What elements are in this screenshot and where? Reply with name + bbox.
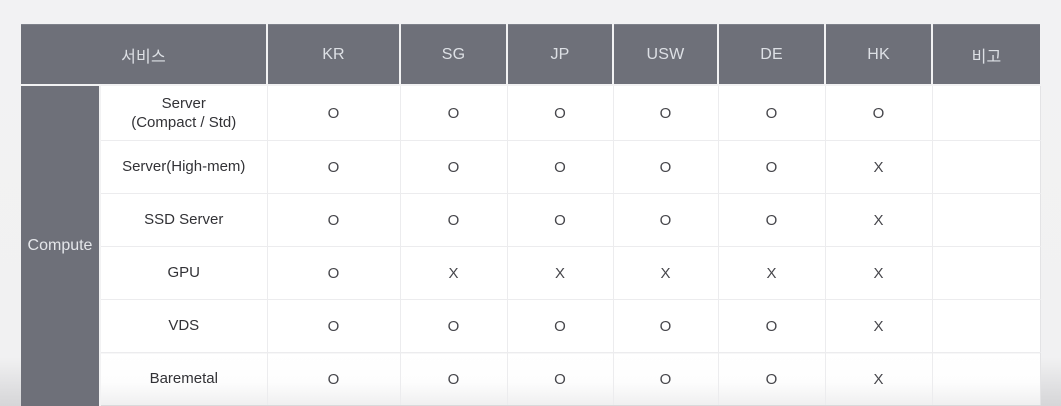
table-row: SSD Server O O O O O X	[21, 193, 1041, 247]
availability-cell-de: O	[718, 85, 826, 141]
availability-cell-sg: O	[400, 85, 508, 141]
service-name-cell: SSD Server	[100, 193, 268, 247]
table-row: Compute Server (Compact / Std) O O O O O…	[21, 85, 1041, 406]
service-name-cell: GPU	[100, 246, 268, 300]
column-header-de: DE	[718, 24, 827, 86]
availability-cell-usw: O	[613, 352, 719, 406]
header-row: 서비스 KR SG JP USW DE HK 비고	[21, 24, 1041, 86]
service-name-cell: Server(High-mem)	[100, 140, 268, 194]
availability-cell-usw: X	[613, 246, 719, 300]
column-header-service: 서비스	[21, 24, 269, 86]
availability-cell-jp: O	[507, 140, 614, 194]
availability-cell-usw: O	[613, 85, 719, 141]
availability-cell-usw: O	[613, 193, 719, 247]
availability-cell-hk: X	[825, 246, 933, 300]
service-name-cell: Baremetal	[100, 352, 268, 406]
availability-cell-jp: O	[507, 352, 614, 406]
table-row: VDS O O O O O X	[21, 299, 1041, 353]
availability-cell-jp: X	[507, 246, 614, 300]
availability-cell-jp: O	[507, 299, 614, 353]
availability-cell-sg: X	[400, 246, 508, 300]
availability-cell-kr: O	[267, 140, 401, 194]
column-header-kr: KR	[267, 24, 402, 86]
service-availability-table: 서비스 KR SG JP USW DE HK 비고 Compute Server…	[21, 24, 1041, 406]
availability-cell-sg: O	[400, 352, 508, 406]
availability-cell-kr: O	[267, 299, 401, 353]
service-name-cell: VDS	[100, 299, 268, 353]
availability-cell-de: X	[718, 246, 826, 300]
remark-cell	[932, 193, 1041, 247]
availability-cell-sg: O	[400, 140, 508, 194]
availability-cell-kr: O	[267, 85, 401, 141]
column-header-sg: SG	[400, 24, 509, 86]
availability-cell-sg: O	[400, 299, 508, 353]
service-name-cell: Server (Compact / Std)	[100, 85, 268, 141]
availability-cell-de: O	[718, 193, 826, 247]
availability-cell-hk: O	[825, 85, 933, 141]
availability-cell-kr: O	[267, 193, 401, 247]
availability-cell-hk: X	[825, 299, 933, 353]
availability-cell-jp: O	[507, 193, 614, 247]
availability-cell-hk: X	[825, 140, 933, 194]
availability-cell-usw: O	[613, 299, 719, 353]
table-row: GPU O X X X X X	[21, 246, 1041, 300]
column-header-usw: USW	[613, 24, 720, 86]
table-row: Server(High-mem) O O O O O X	[21, 140, 1041, 194]
availability-cell-de: O	[718, 140, 826, 194]
column-header-remarks: 비고	[932, 24, 1041, 86]
availability-cell-kr: O	[267, 352, 401, 406]
column-header-jp: JP	[507, 24, 615, 86]
availability-cell-usw: O	[613, 140, 719, 194]
remark-cell	[932, 352, 1041, 406]
remark-cell	[932, 140, 1041, 194]
availability-cell-kr: O	[267, 246, 401, 300]
remark-cell	[932, 85, 1041, 141]
availability-cell-hk: X	[825, 352, 933, 406]
remark-cell	[932, 246, 1041, 300]
availability-cell-de: O	[718, 352, 826, 406]
column-header-hk: HK	[825, 24, 934, 86]
row-group-compute: Compute	[21, 85, 101, 406]
availability-cell-sg: O	[400, 193, 508, 247]
remark-cell	[932, 299, 1041, 353]
availability-cell-de: O	[718, 299, 826, 353]
table-row: Baremetal O O O O O X	[21, 352, 1041, 406]
availability-cell-jp: O	[507, 85, 614, 141]
availability-cell-hk: X	[825, 193, 933, 247]
